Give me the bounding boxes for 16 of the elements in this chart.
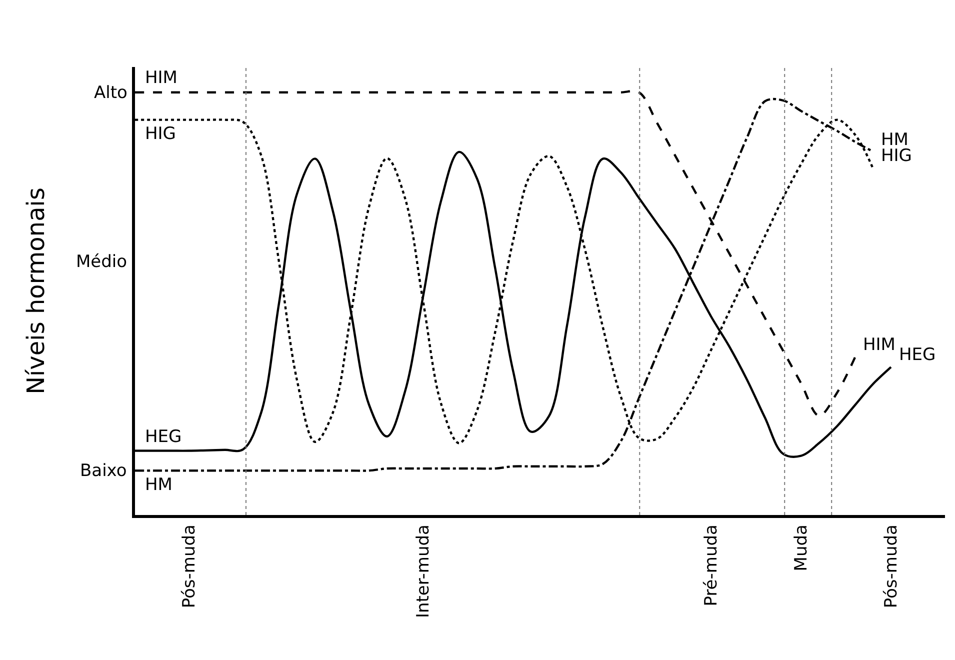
series-label: HIG (145, 124, 176, 144)
text: Baixo (80, 461, 127, 481)
text: HEG (899, 345, 936, 365)
text: HIG (881, 146, 912, 166)
series-label: HIM (145, 68, 178, 88)
x-tick-label: Inter-muda (414, 524, 434, 618)
text: HIM (863, 335, 896, 355)
series-label: HM (145, 475, 172, 495)
text: Alto (94, 83, 128, 103)
x-tick-label: Pré-muda (702, 524, 722, 606)
text: Médio (76, 252, 128, 272)
x-tick-label: Muda (792, 524, 812, 572)
y-axis-title: Níveis hormonais (22, 188, 50, 394)
series-label: HEG (145, 427, 182, 447)
x-tick-label: Pós-muda (882, 524, 902, 608)
x-tick-label: Pós-muda (180, 524, 200, 608)
